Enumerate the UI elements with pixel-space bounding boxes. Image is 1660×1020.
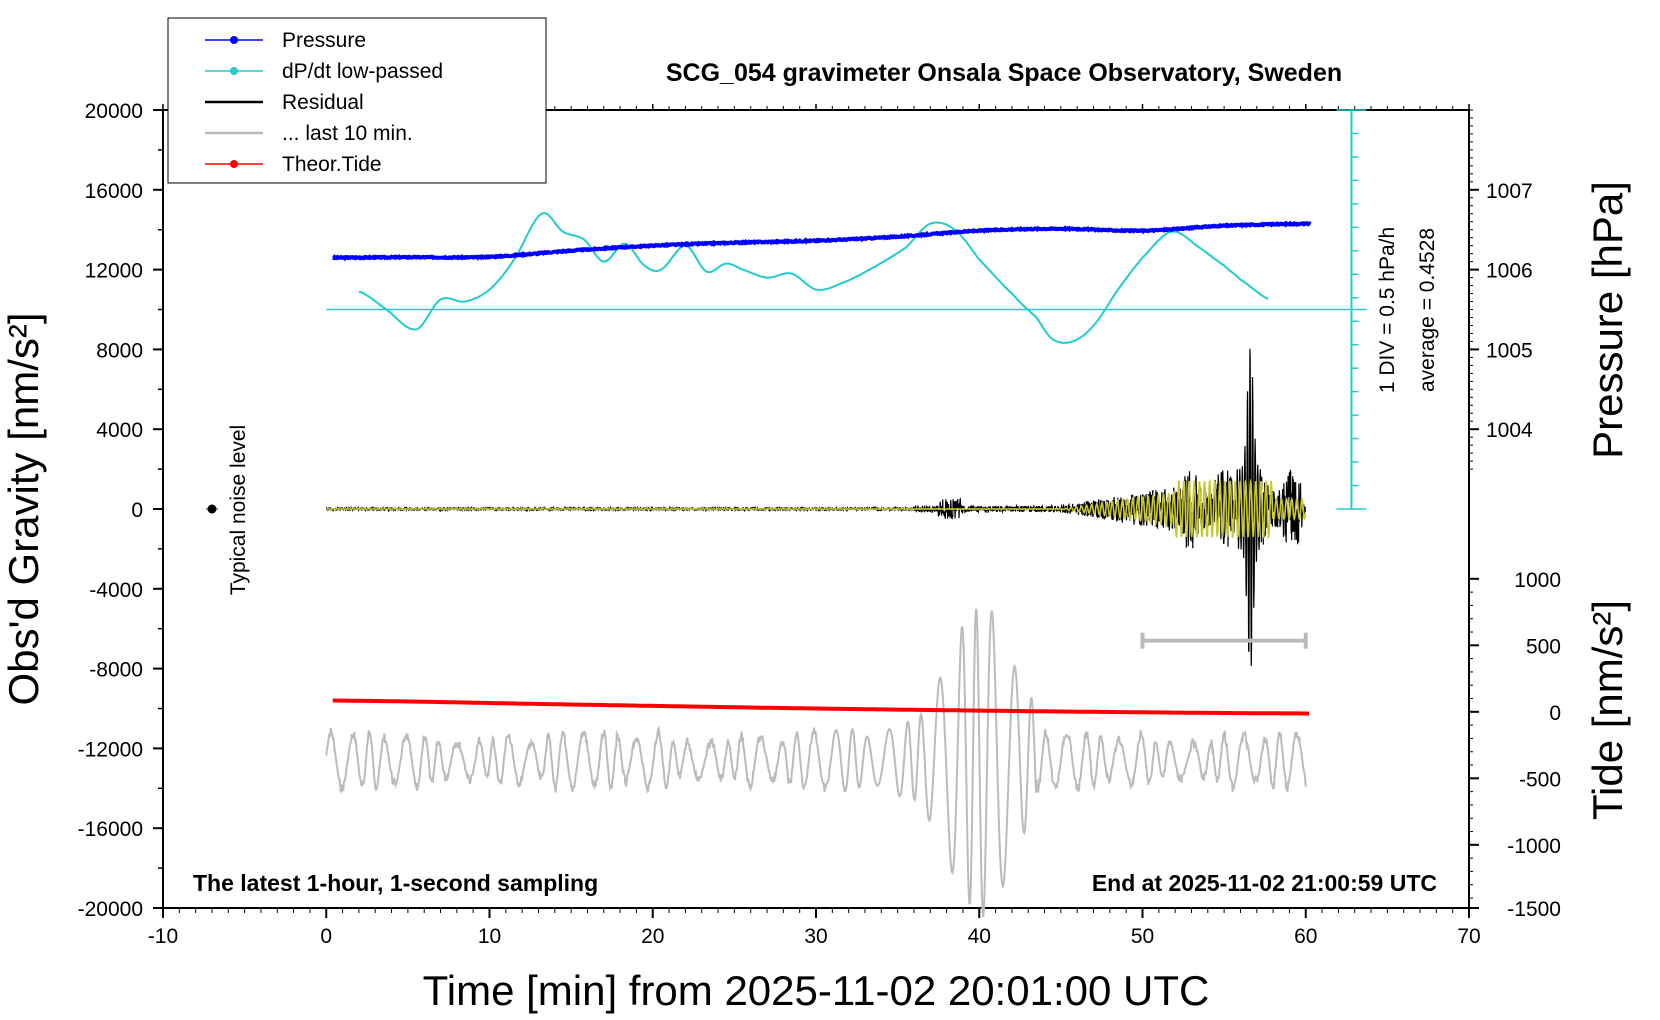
y-left-tick-label: 12000 [85, 260, 143, 283]
bottom-left-note: The latest 1-hour, 1-second sampling [193, 870, 598, 896]
legend-label: Residual [282, 91, 364, 114]
tide-axis-title: Tide [nm/s²] [1584, 600, 1631, 820]
legend-marker [230, 67, 238, 75]
pressure-axis-title: Pressure [hPa] [1584, 181, 1631, 459]
x-axis-title: Time [min] from 2025-11-02 20:01:00 UTC [423, 967, 1210, 1014]
ddt-average-label: average = 0.4528 [1416, 228, 1439, 392]
tide-line [332, 698, 1309, 716]
tide-tick-label: 0 [1549, 702, 1561, 725]
y-axis-left: 20000 16000 12000 8000 4000 0 -4000 -8000 -12000… [78, 100, 163, 921]
tide-tick-label: -500 [1519, 768, 1561, 791]
y-axis-left-title: Obs'd Gravity [nm/s²] [0, 312, 47, 705]
tide-tick-label: -1000 [1507, 835, 1561, 858]
y-left-tick-label: 16000 [85, 180, 143, 203]
x-tick-label: 70 [1457, 925, 1480, 948]
x-tick-label: 50 [1131, 925, 1154, 948]
legend-box [167, 17, 547, 184]
chart-title: SCG_054 gravimeter Onsala Space Observat… [666, 59, 1342, 87]
y-left-tick-label: -12000 [78, 738, 143, 761]
pressure-tick-label: 1006 [1486, 260, 1533, 283]
legend-marker [230, 160, 238, 168]
pressure-line [332, 220, 1312, 262]
noise-level-label: Typical noise level [227, 425, 250, 595]
x-tick-label: 60 [1294, 925, 1317, 948]
residual-line [325, 348, 1306, 666]
legend: Pressure dP/dt low-passed Residual ... last… [167, 17, 547, 184]
legend-label: dP/dt low-passed [282, 60, 443, 83]
series-layer [205, 212, 1367, 918]
pressure-tick-label: 1007 [1486, 180, 1533, 203]
x-tick-label: -10 [148, 925, 178, 948]
bottom-right-note: End at 2025-11-02 21:00:59 UTC [1092, 870, 1437, 896]
dpdt-line [358, 212, 1269, 344]
tide-tick-label: 1000 [1514, 569, 1561, 592]
pressure-tick-label: 1004 [1486, 419, 1533, 442]
x-tick-label: 40 [968, 925, 991, 948]
y-axis-right: 1007 1006 1005 1004 1000 500 0 -500 -1000 -1500 [1469, 109, 1561, 921]
y-left-tick-label: 8000 [96, 339, 143, 362]
tide-tick-label: 500 [1526, 635, 1561, 658]
legend-label: Pressure [282, 29, 366, 52]
residual-filtered-line [326, 478, 1307, 540]
tide-tick-label: -1500 [1507, 898, 1561, 921]
y-left-tick-label: -16000 [78, 818, 143, 841]
y-left-tick-label: 20000 [85, 100, 143, 123]
legend-label: Theor.Tide [282, 153, 382, 176]
x-axis: -10 0 10 20 30 40 50 60 70 [148, 104, 1481, 948]
noise-level-marker [207, 504, 217, 514]
y-left-tick-label: -4000 [89, 579, 143, 602]
y-left-tick-label: 0 [131, 499, 143, 522]
y-left-tick-label: -20000 [78, 898, 143, 921]
x-tick-label: 0 [320, 925, 332, 948]
legend-marker [230, 36, 238, 44]
y-left-tick-label: -8000 [89, 659, 143, 682]
x-tick-label: 10 [478, 925, 501, 948]
legend-label: ... last 10 min. [282, 122, 413, 145]
x-tick-label: 30 [804, 925, 827, 948]
x-tick-label: 20 [641, 925, 664, 948]
last10-line [325, 608, 1307, 918]
ddt-scale-label: 1 DIV = 0.5 hPa/h [1376, 227, 1399, 393]
y-left-tick-label: 4000 [96, 419, 143, 442]
pressure-tick-label: 1005 [1486, 339, 1533, 362]
